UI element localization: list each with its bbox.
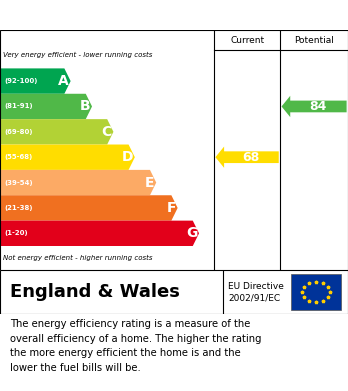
- Text: F: F: [166, 201, 176, 215]
- Polygon shape: [1, 145, 135, 170]
- Text: A: A: [58, 74, 69, 88]
- Text: (21-38): (21-38): [4, 205, 33, 211]
- Polygon shape: [215, 147, 279, 168]
- Text: Very energy efficient - lower running costs: Very energy efficient - lower running co…: [3, 52, 153, 58]
- Text: D: D: [121, 150, 133, 164]
- Polygon shape: [1, 119, 113, 145]
- Text: B: B: [80, 99, 90, 113]
- Text: G: G: [186, 226, 197, 240]
- Polygon shape: [1, 170, 156, 195]
- Text: (55-68): (55-68): [4, 154, 32, 160]
- Text: (1-20): (1-20): [4, 230, 28, 236]
- Text: (39-54): (39-54): [4, 179, 33, 186]
- Text: 68: 68: [242, 151, 259, 164]
- Text: (81-91): (81-91): [4, 104, 33, 109]
- Bar: [291, 274, 341, 310]
- Polygon shape: [1, 94, 92, 119]
- Polygon shape: [1, 68, 71, 94]
- Text: Not energy efficient - higher running costs: Not energy efficient - higher running co…: [3, 255, 153, 260]
- Text: (92-100): (92-100): [4, 78, 38, 84]
- Text: Energy Efficiency Rating: Energy Efficiency Rating: [10, 7, 220, 23]
- Text: The energy efficiency rating is a measure of the
overall efficiency of a home. T: The energy efficiency rating is a measur…: [10, 319, 262, 373]
- Text: E: E: [145, 176, 155, 190]
- Text: Current: Current: [230, 36, 264, 45]
- Text: C: C: [101, 125, 112, 139]
- Text: 84: 84: [309, 100, 326, 113]
- Polygon shape: [1, 221, 199, 246]
- Text: EU Directive
2002/91/EC: EU Directive 2002/91/EC: [228, 282, 284, 302]
- Text: Potential: Potential: [294, 36, 334, 45]
- Text: England & Wales: England & Wales: [10, 283, 180, 301]
- Polygon shape: [1, 195, 177, 221]
- Polygon shape: [282, 96, 347, 117]
- Text: (69-80): (69-80): [4, 129, 33, 135]
